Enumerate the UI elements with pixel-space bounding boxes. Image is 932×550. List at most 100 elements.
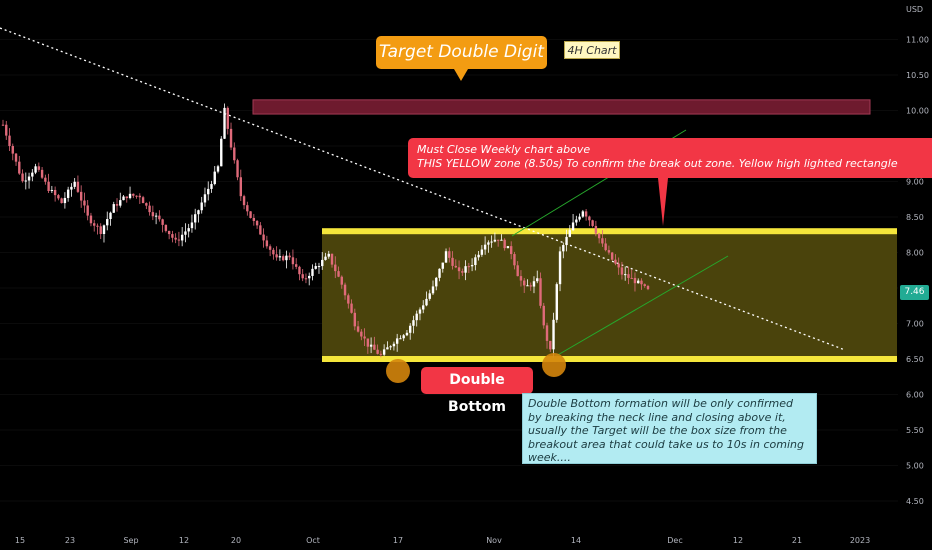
candle-body [99,226,102,235]
candle-body [614,259,617,264]
candle-body [529,285,532,287]
candle-body [444,251,448,263]
candle-body [57,195,60,199]
candle-body [591,220,594,226]
note-line-4: breakout area that could take us to 10s … [528,437,804,451]
candle-body [448,251,451,258]
candle-body [5,124,8,136]
x-tick-label: 12 [179,536,189,545]
candle-body [86,205,89,216]
candle-body [268,246,272,250]
note-line-2: by breaking the neck line and closing ab… [528,410,786,424]
candle-body [597,233,601,239]
candle-body [145,203,148,206]
candle-body [630,277,633,279]
candle-body [236,160,239,178]
weekly-callout-line-2: THIS YELLOW zone (8.50s) To confirm the … [417,157,898,170]
candle-body [568,230,572,237]
note-line-1: Double Bottom formation will be only con… [528,397,793,410]
timeframe-tag[interactable]: 4H Chart [564,41,620,59]
candle-body [47,181,50,191]
candle-body [177,239,181,241]
candle-body [555,284,558,320]
candle-body [493,239,497,242]
note-box[interactable]: Double Bottom formation will be only con… [522,393,817,464]
candle-body [18,161,21,174]
candle-body [83,200,86,206]
x-tick-label: 17 [393,536,403,545]
zone-bottom-border [322,356,897,362]
candle-body [154,215,158,217]
double-bottom-callout[interactable]: Double Bottom [421,367,533,415]
candle-body [389,346,392,348]
candle-body [356,326,360,332]
candle-body [60,198,63,204]
candle-body [210,184,213,189]
candle-body [308,275,311,279]
descending-trendline [0,27,846,351]
candle-body [197,210,200,215]
x-tick-label: Sep [123,536,138,545]
weekly-close-callout[interactable]: Must Close Weekly chart above THIS YELLO… [408,138,932,178]
candle-body [620,267,624,275]
candle-body [249,211,252,218]
candle-body [34,166,37,173]
candle-body [135,195,138,197]
candle-body [558,251,562,285]
candle-body [288,255,291,258]
target-callout[interactable]: Target Double Digit [376,36,547,81]
candle-body [278,256,282,258]
candle-body [50,189,54,191]
y-tick-label: 6.50 [906,355,924,364]
candle-body [239,177,243,197]
candle-body [93,223,96,226]
candle-body [477,254,480,258]
candle-body [373,344,376,350]
candle-body [246,205,249,212]
candle-body [275,254,278,258]
candle-body [96,225,99,227]
candle-body [259,225,262,235]
candle-body [171,234,174,238]
candle-body [467,266,471,268]
weekly-callout-line-1: Must Close Weekly chart above [417,143,591,156]
candle-body [311,268,314,276]
target-zone [252,99,871,115]
candle-body [343,284,347,296]
candle-body [242,196,246,206]
candle-body [200,202,203,211]
candle-body [633,277,637,284]
candle-body [386,347,389,350]
candle-body [408,325,412,333]
x-tick-label: 23 [65,536,75,545]
x-tick-label: 14 [571,536,581,545]
candle-body [70,186,73,190]
candle-body [536,278,539,282]
candle-body [53,189,57,196]
candle-body [321,259,324,267]
candle-body [369,344,373,347]
x-tick-label: 15 [15,536,25,545]
candle-body [112,204,115,213]
candle-body [79,191,83,201]
candle-body [519,276,523,281]
candle-body [487,242,490,245]
candle-body [223,107,226,139]
candle-body [281,256,285,261]
candle-body [190,222,194,229]
candle-body [301,274,304,279]
candle-body [523,280,526,286]
candle-body [623,274,627,276]
candle-body [428,293,431,299]
candle-body [207,188,210,195]
candle-body [513,254,516,266]
candle-body [435,277,438,287]
candle-body [119,200,122,206]
candle-body [490,241,493,243]
candle-body [350,303,353,313]
candle-body [128,193,132,199]
candle-body [451,257,454,266]
candle-body [73,181,76,187]
